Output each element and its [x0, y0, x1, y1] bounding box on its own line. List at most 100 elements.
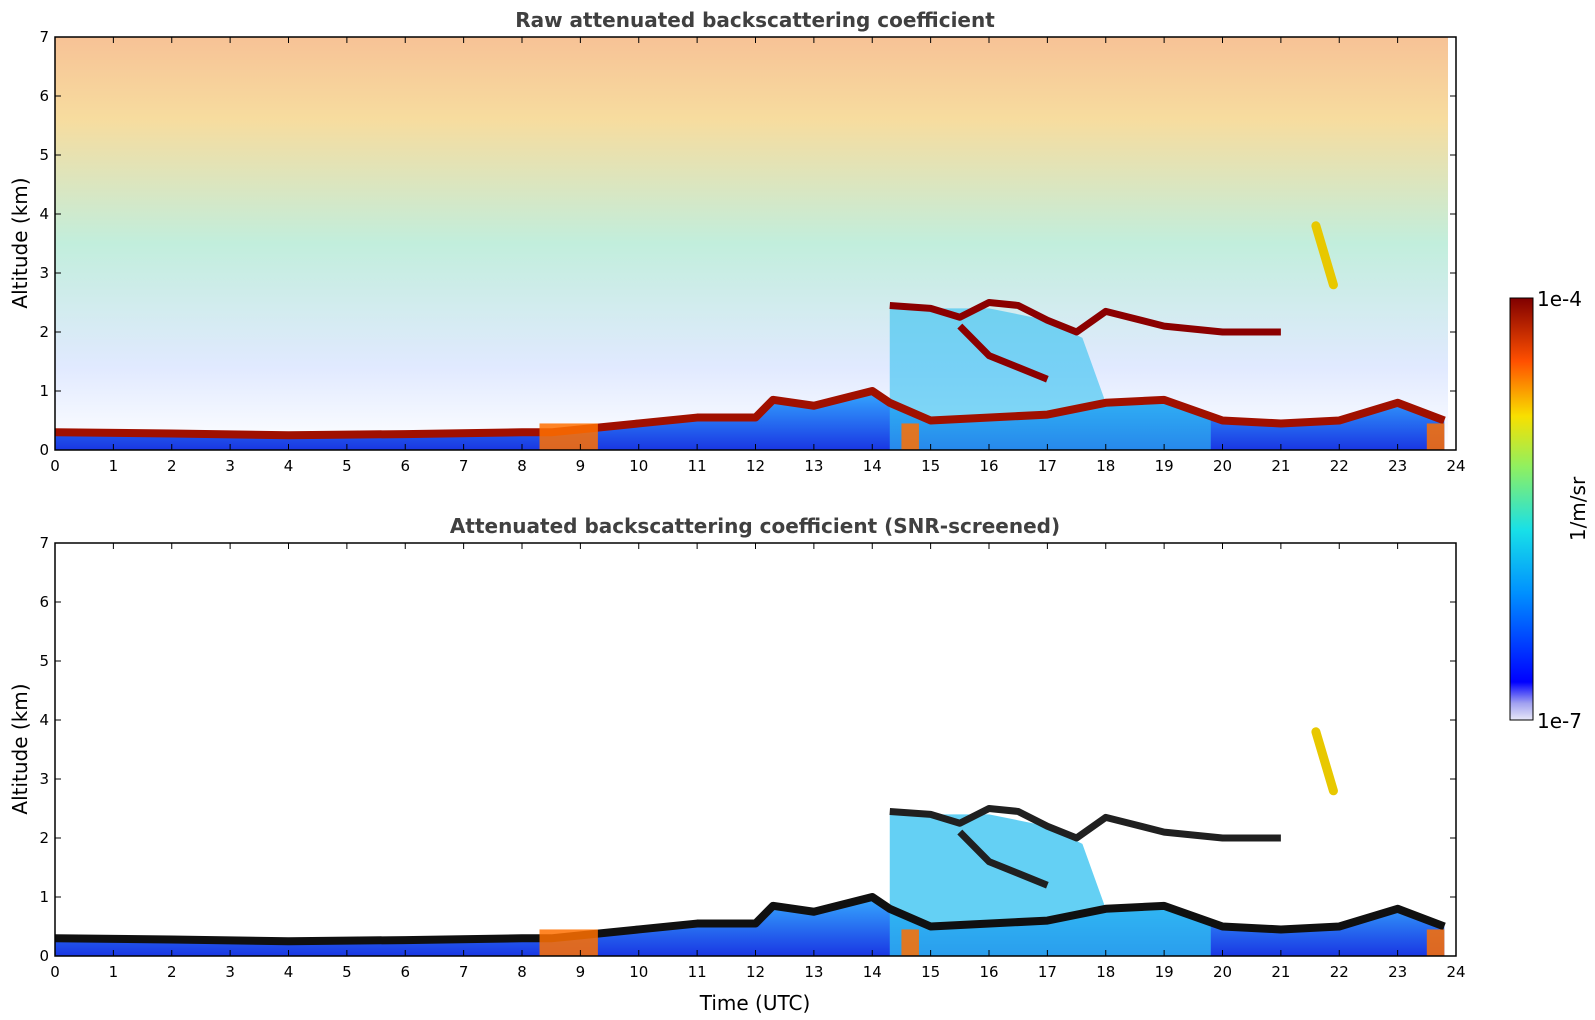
- x-tick-label: 20: [1213, 963, 1232, 981]
- y-tick-label: 5: [39, 652, 49, 670]
- surface-return: [539, 423, 598, 450]
- x-tick-label: 17: [1038, 457, 1057, 475]
- colorbar: 1e-4 1e-7 1/m/sr: [1509, 287, 1590, 733]
- y-ticks-screened: 0 1 2 3 4 5 6 7: [39, 534, 1456, 965]
- y-tick-label: 6: [39, 87, 49, 105]
- x-tick-label: 18: [1096, 963, 1115, 981]
- y-tick-label: 2: [39, 829, 49, 847]
- x-tick-label: 20: [1213, 457, 1232, 475]
- chart-title-screened: Attenuated backscattering coefficient (S…: [450, 514, 1060, 538]
- x-ticks-raw: 0 1 2 3 4 5 6 7 8 9 10 11 12 13 14 15 16 17 18 19 20 21 22 23 24: [50, 37, 1466, 475]
- x-tick-label: 12: [746, 457, 765, 475]
- x-tick-label: 19: [1155, 963, 1174, 981]
- y-tick-label: 4: [39, 711, 49, 729]
- boundary-layer-top: [55, 387, 1446, 440]
- x-tick-label: 14: [863, 457, 882, 475]
- x-tick-label: 15: [921, 457, 940, 475]
- panel-raw: Raw attenuated backscattering coefficien…: [8, 8, 1466, 475]
- y-tick-label: 4: [39, 205, 49, 223]
- x-tick-label: 17: [1038, 963, 1057, 981]
- axes-frame-screened: [54, 542, 1457, 957]
- y-tick-label: 1: [39, 888, 49, 906]
- plume: [1311, 727, 1338, 796]
- surface-return: [1426, 929, 1445, 956]
- y-axis-label-screened: Altitude (km): [8, 683, 32, 814]
- colorbar-max-label: 1e-4: [1537, 287, 1582, 311]
- x-tick-label: 6: [400, 963, 410, 981]
- x-tick-label: 19: [1155, 457, 1174, 475]
- x-tick-label: 7: [459, 963, 469, 981]
- x-tick-label: 16: [979, 963, 998, 981]
- y-tick-label: 5: [39, 146, 49, 164]
- colorbar-gradient: [1509, 297, 1534, 721]
- x-tick-label: 3: [225, 963, 235, 981]
- colorbar-min-label: 1e-7: [1537, 709, 1582, 733]
- chart-title-raw: Raw attenuated backscattering coefficien…: [515, 8, 995, 32]
- heatmap-screened: [55, 727, 1446, 956]
- y-tick-label: 2: [39, 323, 49, 341]
- y-tick-label: 7: [39, 28, 49, 46]
- x-tick-label: 11: [688, 457, 707, 475]
- x-tick-label: 12: [746, 963, 765, 981]
- x-tick-label: 2: [167, 963, 177, 981]
- cloud-layer: [889, 299, 1281, 336]
- x-tick-label: 24: [1446, 963, 1465, 981]
- x-tick-label: 11: [688, 963, 707, 981]
- x-tick-label: 21: [1271, 457, 1290, 475]
- x-tick-label: 13: [804, 457, 823, 475]
- x-tick-label: 1: [109, 457, 119, 475]
- surface-return: [539, 929, 598, 956]
- x-tick-label: 1: [109, 963, 119, 981]
- convective-region: [889, 814, 1211, 956]
- y-tick-label: 6: [39, 593, 49, 611]
- x-tick-label: 4: [284, 457, 294, 475]
- x-tick-label: 7: [459, 457, 469, 475]
- heatmap-raw: [55, 37, 1448, 450]
- y-tick-label: 1: [39, 382, 49, 400]
- x-tick-label: 2: [167, 457, 177, 475]
- x-tick-label: 8: [517, 963, 527, 981]
- x-tick-label: 13: [804, 963, 823, 981]
- x-tick-label: 14: [863, 963, 882, 981]
- y-tick-label: 3: [39, 264, 49, 282]
- cloud-layer: [889, 805, 1281, 842]
- x-axis-label: Time (UTC): [699, 991, 811, 1015]
- surface-return: [1426, 423, 1445, 450]
- y-tick-label: 0: [39, 441, 49, 459]
- raw-sky-noise: [55, 37, 1448, 450]
- y-tick-label: 7: [39, 534, 49, 552]
- secondary-cloud: [957, 829, 1049, 889]
- x-tick-label: 15: [921, 963, 940, 981]
- x-tick-label: 10: [629, 963, 648, 981]
- x-tick-label: 5: [342, 457, 352, 475]
- x-tick-label: 21: [1271, 963, 1290, 981]
- x-tick-label: 24: [1446, 457, 1465, 475]
- x-tick-label: 9: [576, 457, 586, 475]
- x-tick-label: 18: [1096, 457, 1115, 475]
- y-tick-label: 0: [39, 947, 49, 965]
- x-tick-label: 9: [576, 963, 586, 981]
- surface-return: [901, 423, 919, 450]
- x-tick-label: 23: [1388, 963, 1407, 981]
- x-tick-label: 0: [50, 457, 60, 475]
- x-tick-label: 5: [342, 963, 352, 981]
- boundary-layer-top: [55, 893, 1446, 946]
- x-tick-label: 8: [517, 457, 527, 475]
- colorbar-unit-label: 1/m/sr: [1566, 476, 1590, 541]
- x-tick-label: 10: [629, 457, 648, 475]
- x-tick-label: 16: [979, 457, 998, 475]
- y-ticks-raw: 0 1 2 3 4 5 6 7: [39, 28, 1456, 459]
- x-tick-label: 23: [1388, 457, 1407, 475]
- plume: [1311, 221, 1338, 290]
- x-tick-label: 3: [225, 457, 235, 475]
- panel-screened: Attenuated backscattering coefficient (S…: [8, 514, 1466, 1015]
- x-tick-label: 6: [400, 457, 410, 475]
- x-tick-label: 22: [1330, 963, 1349, 981]
- y-axis-label-raw: Altitude (km): [8, 177, 32, 308]
- x-tick-label: 4: [284, 963, 294, 981]
- y-tick-label: 3: [39, 770, 49, 788]
- x-ticks-screened: 0 1 2 3 4 5 6 7 8 9 10 11 12 13 14 15 16 17 18 19 20 21 22 23 24: [50, 543, 1466, 981]
- secondary-cloud: [957, 323, 1049, 383]
- surface-return: [901, 929, 919, 956]
